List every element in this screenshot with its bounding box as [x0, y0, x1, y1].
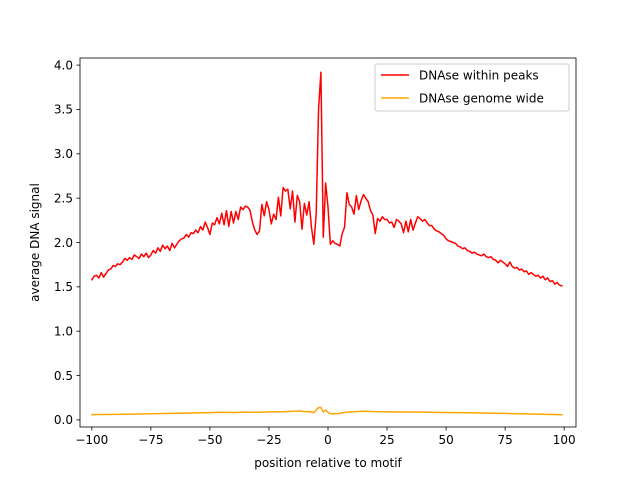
y-tick-label: 0.5 [54, 369, 73, 383]
y-tick-label: 3.5 [54, 103, 73, 117]
y-axis-label: average DNA signal [28, 183, 42, 302]
y-tick-label: 4.0 [54, 58, 73, 72]
x-tick-label: −100 [75, 433, 108, 447]
y-tick-label: 0.0 [54, 413, 73, 427]
x-axis: −100 −75 −50 −25 0 25 50 75 100 [75, 427, 576, 447]
y-tick-label: 3.0 [54, 147, 73, 161]
y-tick-label: 2.5 [54, 191, 73, 205]
x-tick-label: −75 [138, 433, 163, 447]
legend-box [374, 63, 570, 112]
x-tick-label: 75 [498, 433, 513, 447]
x-tick-label: 50 [438, 433, 453, 447]
x-tick-label: −25 [256, 433, 281, 447]
series-layer [90, 71, 563, 416]
y-axis: 0.0 0.5 1.0 1.5 2.0 2.5 3.0 3.5 4.0 [54, 58, 80, 427]
y-tick-label: 1.0 [54, 325, 73, 339]
legend-label-genome-wide: DNAse genome wide [419, 92, 544, 106]
x-tick-label: 0 [324, 433, 332, 447]
series-line-genome-wide [91, 406, 563, 416]
x-axis-label: position relative to motif [254, 456, 402, 470]
x-tick-label: −50 [197, 433, 222, 447]
x-tick-label: 25 [379, 433, 394, 447]
legend: DNAse within peaks DNAse genome wide [374, 63, 570, 112]
x-tick-label: 100 [553, 433, 576, 447]
y-tick-label: 1.5 [54, 280, 73, 294]
series-line-within-peaks [90, 71, 563, 287]
legend-label-within-peaks: DNAse within peaks [419, 69, 539, 83]
y-tick-label: 2.0 [54, 236, 73, 250]
